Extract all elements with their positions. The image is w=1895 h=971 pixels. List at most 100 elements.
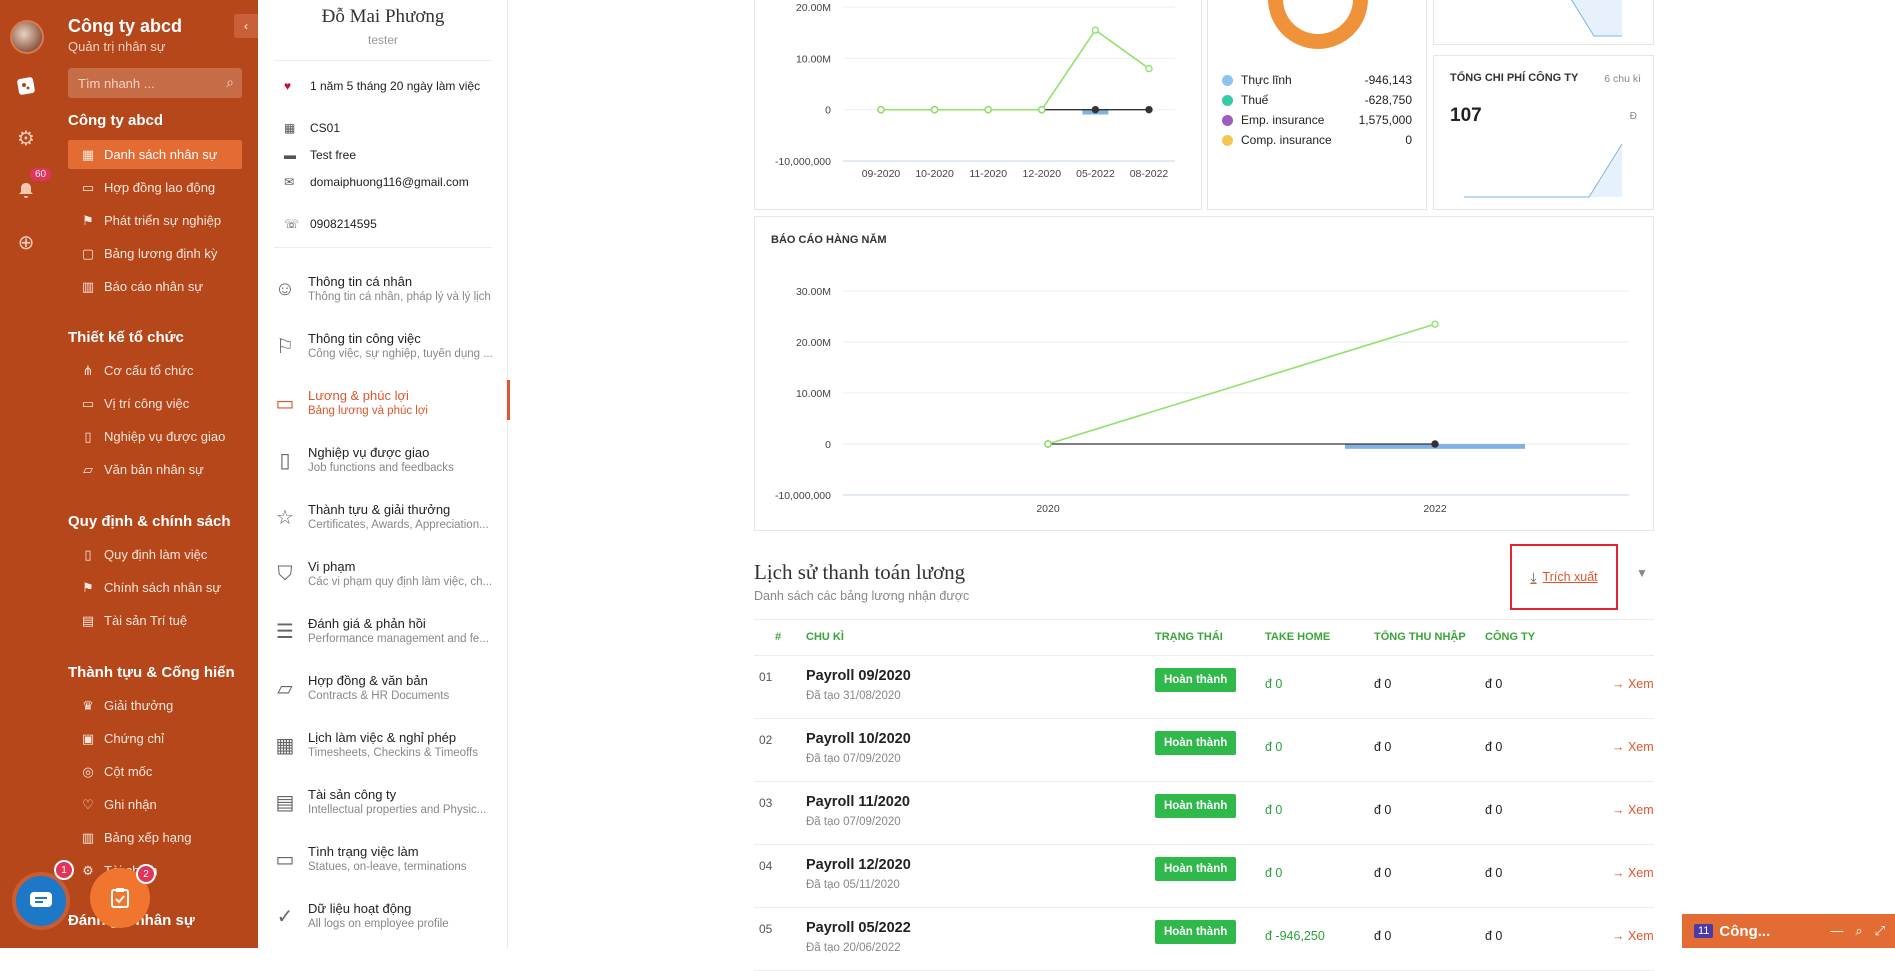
award-icon: ☆: [276, 506, 294, 529]
legend-item: Comp. insurance 0: [1222, 133, 1412, 147]
nav-recognition[interactable]: ♡ Ghi nhận: [68, 790, 242, 819]
company-cost-value: 107: [1450, 105, 1482, 126]
take-home-value: đ 0: [1265, 740, 1283, 754]
company-cost-period: 6 chu kì: [1604, 73, 1641, 85]
menu-activity-logs[interactable]: ✓ Dữ liệu hoạt động All logs on employee p…: [258, 891, 508, 947]
nav-hr-report[interactable]: ▥ Báo cáo nhân sự: [81, 278, 204, 295]
employee-role: tester: [367, 33, 398, 47]
nav-hr-documents[interactable]: ▱ Văn bản nhân sự: [68, 455, 242, 484]
list-icon: ☰: [276, 620, 294, 643]
employee-email[interactable]: ✉ domaiphuong116@gmail.com: [284, 175, 469, 189]
menu-company-assets[interactable]: ▤ Tài sản công ty Intellectual properties …: [258, 777, 508, 833]
nav-certificates[interactable]: ▣ Chứng chỉ: [81, 730, 165, 747]
legend-item: Thực lĩnh -946,143: [1222, 73, 1412, 87]
flag-icon: ⚐: [276, 335, 294, 358]
nav-labor-contract[interactable]: ▭ Hợp đồng lao động: [81, 179, 216, 196]
download-icon: ⤓: [1530, 568, 1537, 585]
certificate-icon: ▣: [81, 730, 95, 746]
row-divider: [754, 844, 1654, 845]
icon-rail: ⚙ 60 ⊕: [0, 0, 56, 948]
nav-payroll[interactable]: ▢ Bảng lương định kỳ: [81, 245, 218, 262]
payroll-title[interactable]: Payroll 10/2020: [806, 731, 911, 747]
company-cost-value: đ 0: [1485, 677, 1503, 691]
nav-org-structure[interactable]: ⋔ Cơ cấu tổ chức: [68, 356, 242, 385]
data-point: [1431, 320, 1439, 328]
company-cost-value: đ 0: [1485, 803, 1503, 817]
menu-violations[interactable]: ⛉ Vi phạm Các vi phạm quy định làm việc, c…: [258, 549, 508, 605]
gear-icon: ⚙: [82, 862, 94, 878]
minimize-icon[interactable]: —: [1830, 923, 1844, 938]
user-avatar[interactable]: [10, 20, 44, 54]
bell-icon[interactable]: [14, 178, 38, 202]
flag-icon: ⚑: [82, 579, 94, 595]
x-tick-label: 2022: [1423, 503, 1447, 515]
employee-phone[interactable]: ☏ 0908214595: [284, 217, 377, 231]
chat-window-bar[interactable]: 11 Công... — ⌕ ⤢: [1682, 914, 1895, 948]
annual-report-title: BÁO CÁO HÀNG NĂM: [771, 234, 887, 246]
nav-milestones[interactable]: ◎ Cột mốc: [68, 757, 242, 786]
view-link[interactable]: → Xem: [1612, 803, 1654, 817]
view-link[interactable]: → Xem: [1612, 929, 1654, 943]
folder-icon: ▱: [83, 461, 93, 477]
y-tick-label: 10.00M: [796, 53, 831, 65]
view-link[interactable]: → Xem: [1612, 740, 1654, 754]
chat-fab-button[interactable]: [12, 872, 70, 930]
series-line-green: [1047, 323, 1436, 445]
column-header-status: TRẠNG THÁI: [1155, 631, 1223, 643]
nav-ranking[interactable]: ▥ Bảng xếp hạng: [81, 829, 192, 846]
nav-assigned-tasks[interactable]: ▯ Nghiệp vụ được giao: [68, 422, 242, 451]
search-icon[interactable]: ⌕: [1855, 923, 1863, 938]
payroll-title[interactable]: Payroll 09/2020: [806, 668, 911, 684]
view-link[interactable]: → Xem: [1612, 677, 1654, 691]
collapse-sidebar-button[interactable]: ‹: [234, 14, 258, 38]
menu-reviews[interactable]: ☰ Đánh giá & phản hồi Performance manageme…: [258, 606, 508, 662]
settings-icon[interactable]: ⚙: [17, 127, 35, 150]
search-icon[interactable]: ⌕: [226, 74, 234, 90]
y-tick-label: 0: [825, 105, 831, 117]
payroll-title[interactable]: Payroll 05/2022: [806, 920, 911, 936]
menu-job-info[interactable]: ⚐ Thông tin công việc Công việc, sự nghiệp…: [258, 321, 508, 377]
spark-card-top: [1433, 0, 1654, 45]
data-point: [984, 105, 992, 114]
chat-icon: [30, 892, 52, 907]
status-badge: Hoàn thành: [1155, 857, 1237, 881]
export-button[interactable]: ⤓ Trích xuất: [1530, 568, 1598, 585]
legend-dot: [1222, 114, 1233, 126]
chart-icon: ▥: [81, 278, 95, 294]
row-index: 01: [759, 670, 773, 684]
nav-hr-policy[interactable]: ⚑ Chính sách nhân sự: [68, 573, 242, 602]
menu-achievements[interactable]: ☆ Thành tựu & giải thưởng Certificates, Aw…: [258, 492, 508, 548]
nav-job-position[interactable]: ▭ Vị trí công việc: [81, 395, 190, 412]
nav-intellectual-property[interactable]: ▤ Tài sản Trí tuệ: [81, 612, 188, 629]
menu-salary-benefits[interactable]: ▭ Lương & phúc lợi Bảng lương và phúc lợi: [258, 378, 510, 434]
menu-assigned-tasks[interactable]: ▯ Nghiệp vụ được giao Job functions and fe…: [258, 435, 508, 491]
nav-career[interactable]: ⚑ Phát triển sự nghiệp: [68, 206, 242, 235]
nav-employee-list[interactable]: ▦ Danh sách nhân sự: [68, 140, 242, 169]
status-badge: Hoàn thành: [1155, 794, 1237, 818]
x-tick-label: 2020: [1036, 503, 1060, 515]
company-cost-sparkline: [1464, 143, 1623, 198]
view-link[interactable]: → Xem: [1612, 866, 1654, 880]
menu-contracts[interactable]: ▱ Hợp đồng & văn bản Contracts & HR Docume…: [258, 663, 508, 719]
payroll-created-date: Đã tạo 05/11/2020: [806, 879, 900, 891]
payroll-history-title: Lịch sử thanh toán lương: [754, 560, 966, 584]
expand-icon[interactable]: ⤢: [1874, 923, 1885, 938]
row-divider: [754, 781, 1654, 782]
y-tick-label: -10,000,000: [775, 156, 831, 168]
nav-awards[interactable]: ♛ Giải thưởng: [68, 691, 242, 720]
column-header-total-income: TỔNG THU NHẬP: [1374, 631, 1466, 643]
crown-icon: ♛: [82, 697, 94, 713]
menu-timesheets[interactable]: ▦ Lịch làm việc & nghỉ phép Timesheets, Ch…: [258, 720, 508, 776]
caret-down-icon[interactable]: ▼: [1636, 566, 1648, 580]
quick-search-input[interactable]: [68, 68, 208, 98]
menu-personal-info[interactable]: ☺ Thông tin cá nhân Thông tin cá nhân, phá…: [258, 264, 508, 320]
nav-work-rules[interactable]: ▯ Quy định làm việc: [68, 540, 242, 569]
app-logo-icon[interactable]: [14, 74, 38, 98]
column-header-company: CÔNG TY: [1485, 631, 1536, 643]
payroll-title[interactable]: Payroll 11/2020: [806, 794, 910, 810]
menu-employment-status[interactable]: ▭ Tình trạng việc làm Statues, on-leave, t…: [258, 834, 508, 890]
section-title: Thiết kế tổ chức: [68, 329, 184, 346]
add-circle-icon[interactable]: ⊕: [17, 231, 35, 254]
monthly-line-chart: 20.00M 10.00M 0 -10,000,000 09-2020 10-2020 11…: [775, 2, 1175, 180]
payroll-title[interactable]: Payroll 12/2020: [806, 857, 911, 873]
